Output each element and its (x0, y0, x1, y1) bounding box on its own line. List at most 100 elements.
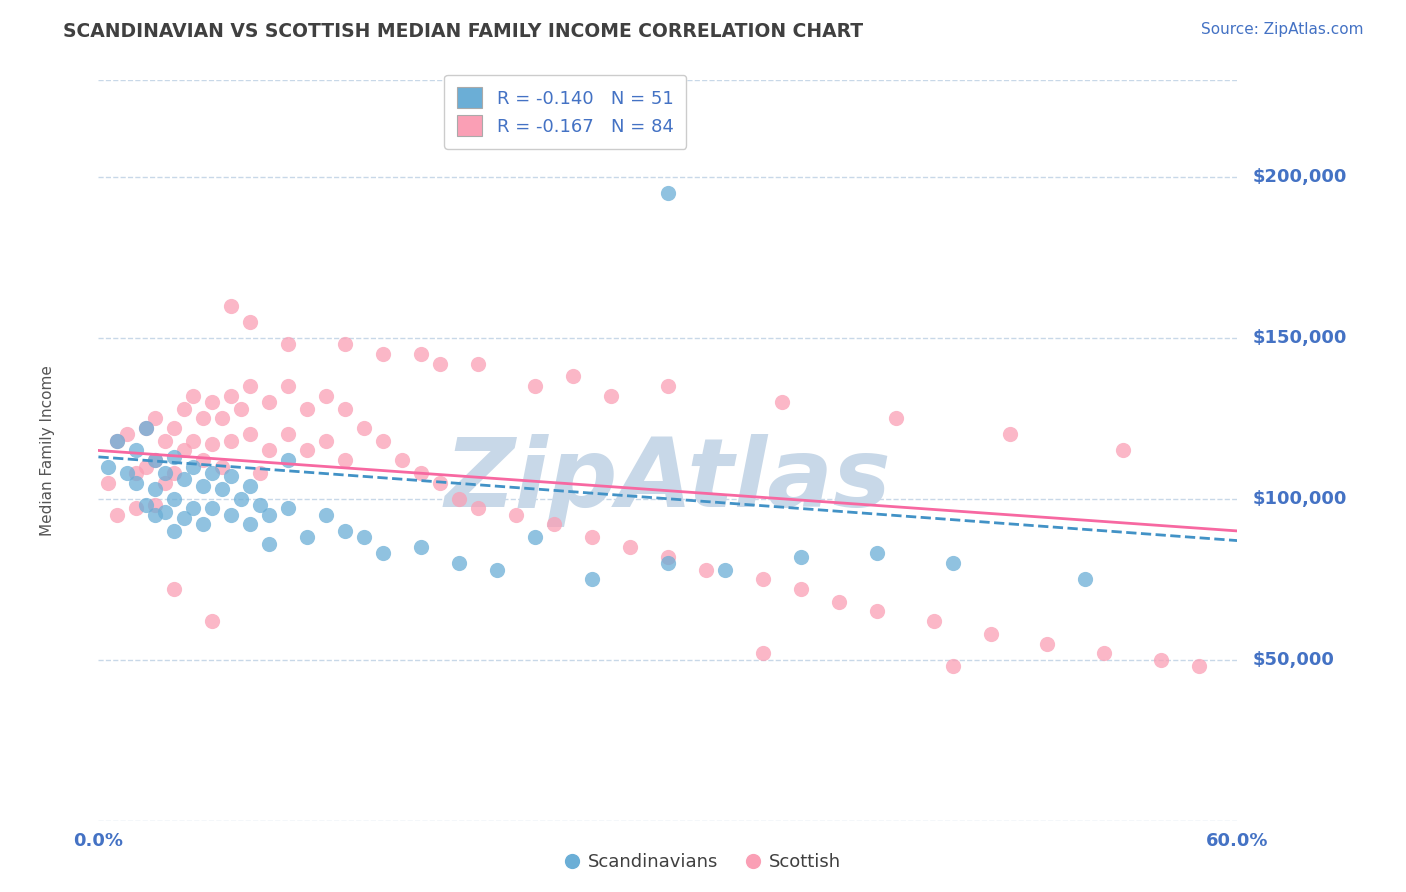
Point (229, 491, 252, 506)
Point (153, 466, 176, 480)
Point (1036, 637, 1059, 651)
Point (191, 453, 214, 467)
Point (1112, 443, 1135, 458)
Point (221, 389, 243, 403)
Text: $100,000: $100,000 (1253, 490, 1347, 508)
Point (335, 337, 357, 351)
Point (97, 475, 120, 490)
Point (297, 443, 319, 458)
Point (581, 530, 603, 544)
Point (145, 411, 167, 425)
Point (145, 508, 167, 522)
Point (173, 472, 195, 486)
Point (714, 563, 737, 577)
Point (191, 479, 214, 493)
Point (770, 395, 793, 409)
Point (221, 469, 243, 483)
Point (277, 337, 299, 351)
Point (125, 443, 148, 458)
Text: $150,000: $150,000 (1253, 329, 1347, 347)
Point (1074, 572, 1097, 586)
Point (942, 659, 965, 673)
Point (297, 530, 319, 544)
Point (125, 501, 148, 516)
Point (922, 614, 945, 628)
Point (277, 379, 299, 393)
Point (866, 604, 889, 618)
Legend: Scandinavians, Scottish: Scandinavians, Scottish (558, 847, 848, 879)
Point (107, 508, 129, 522)
Point (153, 475, 176, 490)
Point (201, 614, 224, 628)
Point (297, 401, 319, 416)
Point (153, 434, 176, 448)
Point (115, 427, 138, 442)
Point (371, 347, 394, 361)
Point (163, 466, 186, 480)
Text: SCANDINAVIAN VS SCOTTISH MEDIAN FAMILY INCOME CORRELATION CHART: SCANDINAVIAN VS SCOTTISH MEDIAN FAMILY I… (63, 22, 863, 41)
Point (411, 540, 433, 554)
Point (183, 434, 205, 448)
Point (562, 369, 585, 384)
Point (163, 582, 186, 596)
Point (163, 450, 186, 464)
Point (335, 401, 357, 416)
Point (429, 475, 451, 490)
Point (657, 379, 679, 393)
Point (429, 357, 451, 371)
Point (371, 546, 394, 560)
Point (115, 466, 138, 480)
Point (884, 411, 907, 425)
Point (979, 627, 1001, 641)
Point (391, 453, 413, 467)
Text: ZipAtlas: ZipAtlas (444, 434, 891, 526)
Point (239, 479, 262, 493)
Point (201, 437, 224, 451)
Point (335, 524, 357, 538)
Point (183, 501, 205, 516)
Point (201, 395, 224, 409)
Point (135, 459, 157, 474)
Legend: R = -0.140   N = 51, R = -0.167   N = 84: R = -0.140 N = 51, R = -0.167 N = 84 (444, 75, 686, 149)
Point (486, 563, 509, 577)
Point (790, 549, 813, 564)
Point (657, 186, 679, 200)
Point (752, 572, 775, 586)
Point (211, 482, 233, 496)
Point (315, 389, 337, 403)
Text: Source: ZipAtlas.com: Source: ZipAtlas.com (1201, 22, 1364, 37)
Point (505, 508, 527, 522)
Point (107, 434, 129, 448)
Point (942, 556, 965, 570)
Point (145, 453, 167, 467)
Point (135, 421, 157, 435)
Point (211, 459, 233, 474)
Point (467, 357, 489, 371)
Point (449, 491, 471, 506)
Point (449, 556, 471, 570)
Point (173, 443, 195, 458)
Point (277, 501, 299, 516)
Point (201, 501, 224, 516)
Point (1188, 659, 1211, 673)
Point (467, 501, 489, 516)
Point (221, 299, 243, 313)
Point (600, 389, 623, 403)
Point (259, 508, 281, 522)
Point (221, 434, 243, 448)
Point (259, 443, 281, 458)
Point (695, 563, 717, 577)
Point (249, 498, 271, 512)
Point (173, 401, 195, 416)
Point (191, 411, 214, 425)
Point (249, 466, 271, 480)
Point (183, 459, 205, 474)
Text: $200,000: $200,000 (1253, 168, 1347, 186)
Point (277, 453, 299, 467)
Point (135, 498, 157, 512)
Point (277, 427, 299, 442)
Point (145, 498, 167, 512)
Point (163, 491, 186, 506)
Point (239, 379, 262, 393)
Point (211, 411, 233, 425)
